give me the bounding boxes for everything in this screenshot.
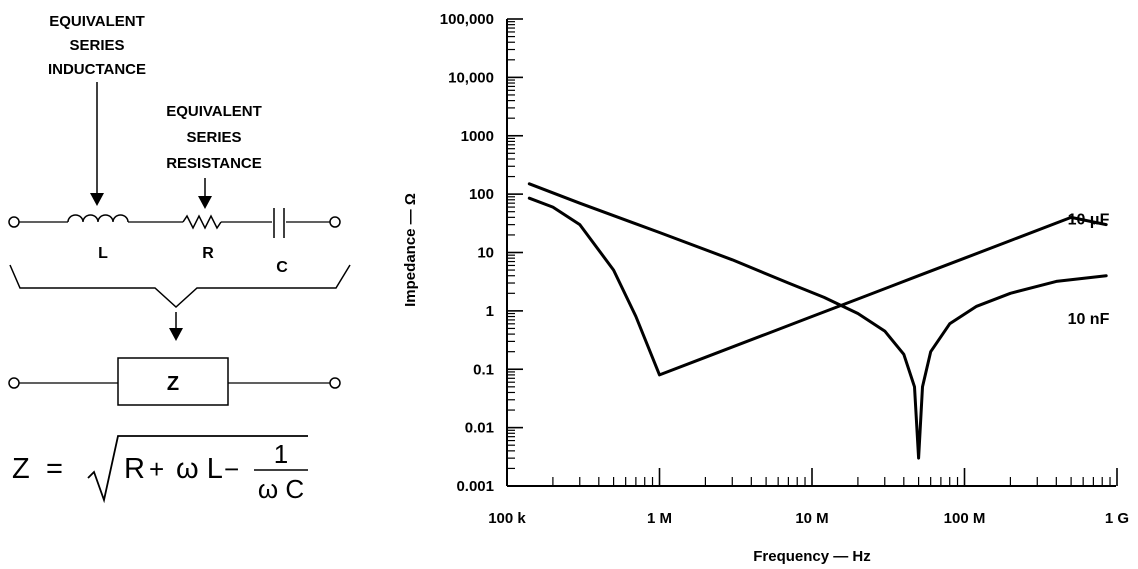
formula-minus: − [224,454,239,484]
y-axis-title: Impedance — Ω [402,193,419,307]
x-tick-label: 1 G [1105,510,1129,527]
y-tick-label: 10,000 [448,69,494,86]
series-layer [527,182,1108,460]
formula-r: R [124,453,145,485]
esr-label-line-2: SERIES [186,129,241,146]
series-label-10nF: 10 nF [1068,311,1110,328]
formula-radical [87,435,308,504]
y-axis: 0.001 0.01 0.1 1 10 100 1000 10,000 100,000 [440,11,523,495]
esl-label-line-1: EQUIVALENT [49,13,145,30]
x-tick-label: 10 M [795,510,828,527]
x-tick-label: 100 M [944,510,986,527]
esl-arrow-head [90,193,104,206]
y-tick-label: 0.001 [456,478,494,495]
terminal-left-bottom [8,377,20,389]
y-tick-label: 100 [469,186,494,203]
impedance-chart: 0.001 0.01 0.1 1 10 100 1000 10,000 100,000 100 … [402,11,1129,565]
esr-arrow-head [198,196,212,209]
formula-denominator: ω C [258,474,304,504]
formula-plus: + [149,454,164,484]
y-tick-label: 0.1 [473,361,494,378]
esl-label-line-3: INDUCTANCE [48,61,146,78]
series-line-10uF [527,196,1108,377]
y-tick-label: 10 [477,245,494,262]
y-tick-label: 1 [486,303,494,320]
impedance-box [117,357,229,406]
grouping-brace [9,264,351,309]
y-tick-label: 0.01 [465,420,494,437]
x-tick-label: 1 M [647,510,672,527]
series-label-10uF: 10 μF [1068,212,1110,229]
y-tick-label: 1000 [461,128,494,145]
formula-omega-l: ω L [176,453,223,485]
terminal-right-top [329,216,341,228]
x-tick-label: 100 k [488,510,526,527]
series-line-10nF [527,182,1108,460]
label-layer: 10 μF 10 nF [1068,212,1110,328]
formula-numerator: 1 [274,439,288,469]
terminal-right-bottom [329,377,341,389]
resistor-symbol [182,214,222,230]
inductor-label: L [98,245,108,262]
formula-equals: = [46,453,63,485]
impedance-formula: Z = R + ω L − 1 ω C [12,435,308,504]
x-axis-title: Frequency — Hz [753,548,871,565]
esl-label-line-2: SERIES [69,37,124,54]
x-axis: 100 k 1 M 10 M 100 M 1 G [488,468,1129,527]
esr-label-line-3: RESISTANCE [166,155,262,172]
esr-label-line-1: EQUIVALENT [166,103,262,120]
impedance-box-label: Z [167,373,179,395]
inductor-symbol [67,214,129,223]
resistor-label: R [202,245,214,262]
equivalence-arrow-head [169,328,183,341]
terminal-left-top [8,216,20,228]
capacitor-label: C [276,259,288,276]
circuit-diagram: EQUIVALENT SERIES INDUCTANCE EQUIVALENT … [8,13,351,504]
y-tick-label: 100,000 [440,11,494,28]
formula-lhs: Z [12,453,30,485]
